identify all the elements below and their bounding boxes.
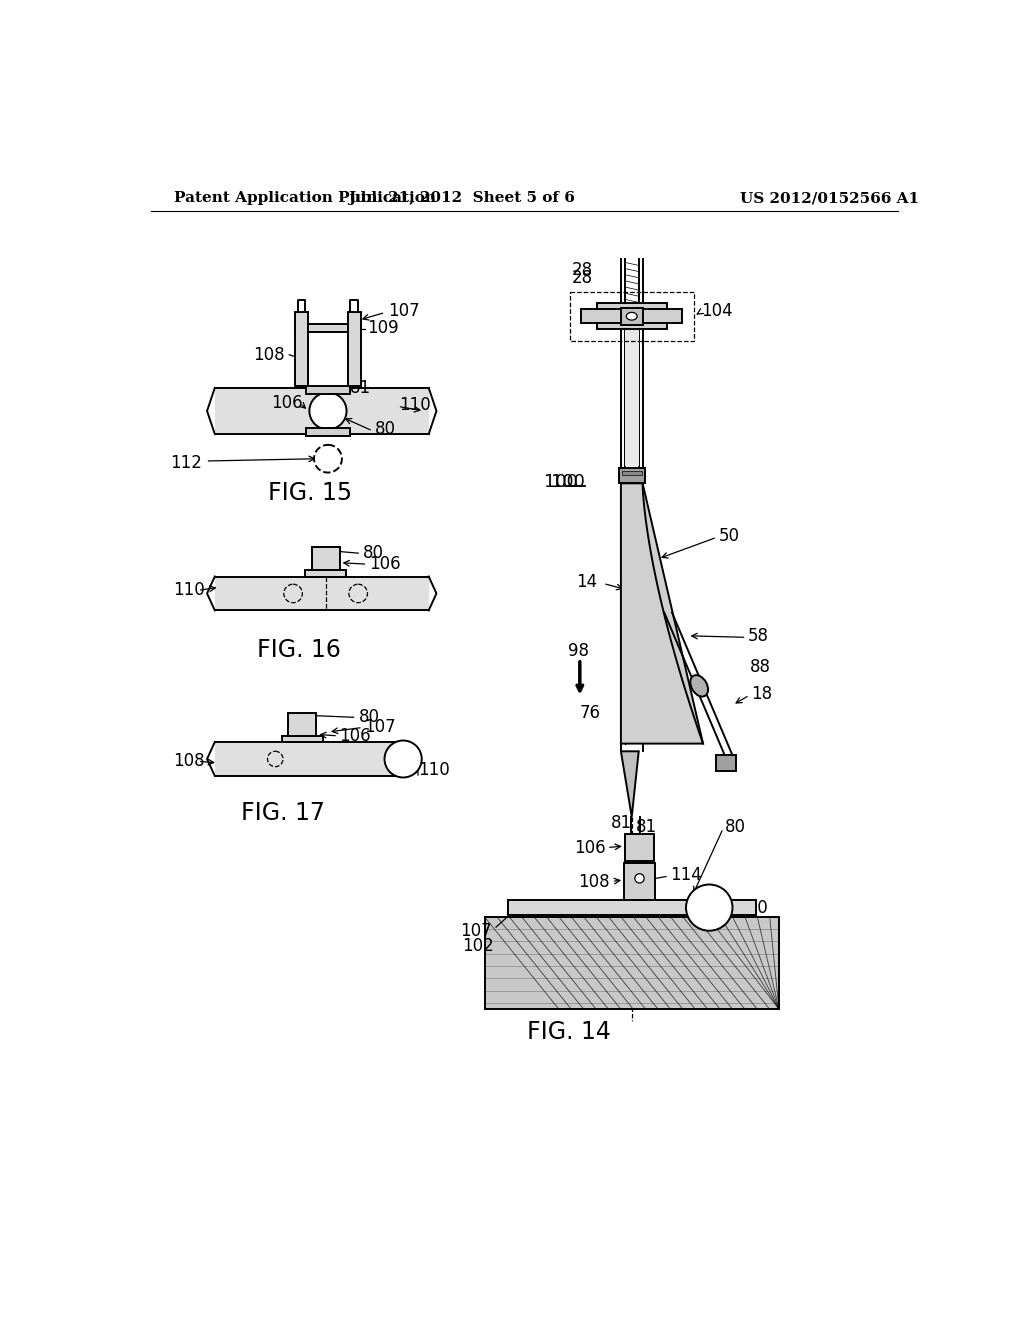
Bar bbox=[624, 863, 655, 900]
Ellipse shape bbox=[627, 313, 637, 321]
Text: 98: 98 bbox=[568, 643, 589, 660]
Text: 81: 81 bbox=[349, 379, 371, 397]
Bar bbox=[289, 713, 316, 741]
Text: 110: 110 bbox=[736, 899, 768, 916]
Text: 80: 80 bbox=[362, 544, 384, 562]
Bar bbox=[597, 304, 667, 309]
Ellipse shape bbox=[690, 675, 708, 697]
Bar bbox=[625, 330, 639, 466]
Bar bbox=[295, 313, 308, 385]
Text: 110: 110 bbox=[399, 396, 431, 413]
Text: 106: 106 bbox=[340, 727, 372, 744]
Text: 102: 102 bbox=[462, 937, 494, 956]
Circle shape bbox=[635, 874, 644, 883]
Circle shape bbox=[385, 741, 422, 777]
Text: 28: 28 bbox=[572, 261, 593, 279]
Text: 107: 107 bbox=[365, 718, 396, 735]
Text: 104: 104 bbox=[701, 302, 733, 319]
Bar bbox=[311, 548, 340, 576]
Text: 106: 106 bbox=[369, 556, 400, 573]
Text: 110: 110 bbox=[419, 760, 451, 779]
Text: 81: 81 bbox=[610, 814, 632, 832]
Bar bbox=[306, 387, 349, 395]
Bar bbox=[295, 323, 360, 331]
Bar bbox=[215, 577, 429, 610]
Text: 14: 14 bbox=[575, 573, 597, 591]
Text: 80: 80 bbox=[375, 421, 395, 438]
Text: 28: 28 bbox=[572, 269, 593, 286]
Text: FIG. 16: FIG. 16 bbox=[257, 638, 340, 661]
Text: 108: 108 bbox=[253, 346, 285, 364]
Bar bbox=[569, 292, 693, 341]
Text: 81: 81 bbox=[636, 818, 656, 836]
Bar bbox=[597, 323, 667, 330]
Text: 76: 76 bbox=[580, 704, 601, 722]
Text: 58: 58 bbox=[748, 627, 769, 644]
Text: 107: 107 bbox=[461, 921, 493, 940]
Text: 100: 100 bbox=[551, 473, 586, 491]
Bar bbox=[716, 755, 736, 771]
Bar bbox=[508, 900, 756, 915]
Text: 108: 108 bbox=[579, 874, 610, 891]
Polygon shape bbox=[621, 483, 703, 743]
Bar bbox=[215, 742, 406, 776]
Text: 110: 110 bbox=[173, 581, 205, 599]
Text: 107: 107 bbox=[388, 302, 419, 319]
Bar bbox=[306, 428, 349, 436]
Text: 50: 50 bbox=[719, 527, 739, 545]
Text: 108: 108 bbox=[173, 751, 205, 770]
Text: 88: 88 bbox=[750, 657, 770, 676]
Text: 109: 109 bbox=[367, 319, 398, 337]
Text: 106: 106 bbox=[271, 395, 303, 412]
Bar bbox=[622, 471, 642, 475]
Text: 114: 114 bbox=[671, 866, 702, 883]
Text: US 2012/0152566 A1: US 2012/0152566 A1 bbox=[740, 191, 920, 206]
Bar bbox=[305, 570, 346, 577]
Bar bbox=[625, 834, 654, 862]
Text: FIG. 14: FIG. 14 bbox=[527, 1020, 611, 1044]
Text: FIG. 15: FIG. 15 bbox=[268, 482, 352, 506]
Text: 80: 80 bbox=[359, 708, 380, 726]
Bar bbox=[621, 308, 643, 325]
Text: FIG. 17: FIG. 17 bbox=[241, 801, 325, 825]
Text: 80: 80 bbox=[725, 818, 745, 836]
Bar bbox=[215, 388, 429, 434]
Bar bbox=[283, 737, 323, 742]
Text: 18: 18 bbox=[751, 685, 772, 702]
Text: 106: 106 bbox=[573, 840, 605, 857]
Polygon shape bbox=[621, 751, 639, 817]
Bar bbox=[484, 917, 779, 1010]
Bar bbox=[582, 309, 682, 323]
Text: Patent Application Publication: Patent Application Publication bbox=[174, 191, 436, 206]
Circle shape bbox=[309, 392, 346, 429]
Bar bbox=[618, 469, 645, 483]
Text: 112: 112 bbox=[170, 454, 202, 471]
Text: Jun. 21, 2012  Sheet 5 of 6: Jun. 21, 2012 Sheet 5 of 6 bbox=[348, 191, 574, 206]
Bar bbox=[348, 313, 360, 385]
Circle shape bbox=[686, 884, 732, 931]
Text: 100: 100 bbox=[544, 473, 578, 491]
